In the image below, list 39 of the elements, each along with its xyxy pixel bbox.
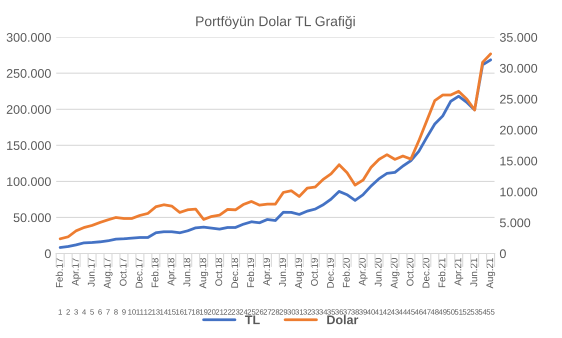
x-tick-label: Feb.19 — [246, 258, 254, 288]
x-tick-label: Apr.20 — [358, 258, 368, 286]
y2-tick-label: 20.000 — [500, 126, 538, 135]
x-tick-label: Apr.19 — [263, 258, 272, 286]
x-tick-label: Feb.18 — [151, 258, 158, 288]
x-tick-label: Aug.21 — [486, 258, 496, 288]
y2-tick-label: 30.000 — [500, 64, 538, 73]
x-tick-label: Jun.21 — [470, 258, 478, 287]
y2-tick-label: 0 — [500, 249, 506, 258]
legend-label: TL — [245, 316, 260, 324]
chart-title: Portföyün Dolar TL Grafiği — [196, 16, 355, 29]
x-tick-label: Jun.18 — [183, 258, 190, 287]
x-tick-label: Feb.21 — [438, 258, 446, 288]
y-tick-label: 200.000 — [6, 105, 51, 114]
y-tick-label: 50.000 — [14, 213, 51, 222]
x-tick-label: Dec.18 — [231, 258, 238, 288]
x-tick-label: Jun.19 — [279, 258, 286, 287]
y2-tick-label: 25.000 — [500, 94, 538, 104]
y2-tick-label: 35.000 — [500, 32, 538, 42]
x-tick-label: Feb.20 — [342, 258, 350, 288]
x-tick-label: Dec.19 — [326, 258, 334, 288]
x-tick-label: Dec.20 — [422, 258, 430, 288]
y-tick-label: 0 — [44, 249, 51, 258]
x-tick-label: Apr.18 — [167, 258, 176, 286]
x-tick-label: Aug.18 — [199, 258, 208, 288]
x-tick-label: Oct.18 — [215, 258, 222, 286]
y-tick-label: 300.000 — [6, 32, 51, 42]
x-tick-label: Apr.21 — [454, 258, 464, 286]
y-tick-label: 250.000 — [6, 69, 51, 78]
y-tick-label: 150.000 — [7, 141, 51, 150]
y2-tick-label: 5.000 — [500, 218, 530, 228]
x-tick-label: Dec.17 — [136, 258, 142, 288]
x-tick-label: Oct.20 — [406, 258, 414, 286]
x-tick-label: Aug.19 — [295, 258, 304, 288]
y-tick-label: 100.000 — [7, 177, 51, 186]
y2-tick-label: 10.000 — [500, 187, 538, 196]
legend-label: Dolar — [327, 315, 358, 324]
x-tick-label: Oct.19 — [310, 258, 318, 286]
y2-tick-label: 15.000 — [500, 156, 538, 166]
